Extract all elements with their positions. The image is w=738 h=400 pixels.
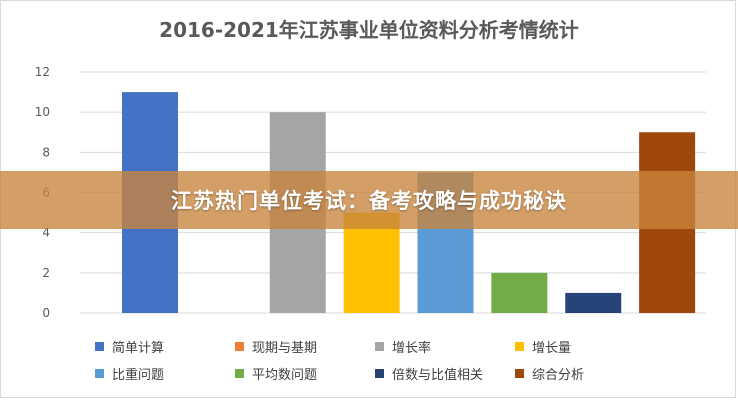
legend-swatch (375, 342, 384, 351)
legend-item: 增长量 (515, 337, 655, 356)
bar-6 (491, 272, 548, 313)
legend-swatch (515, 342, 524, 351)
legend-item: 综合分析 (515, 364, 655, 383)
legend-swatch (95, 369, 104, 378)
legend-label: 综合分析 (532, 368, 585, 383)
y-tick-label: 2 (42, 266, 50, 280)
y-tick-label: 0 (42, 306, 50, 320)
legend-item: 平均数问题 (235, 364, 375, 383)
legend-item: 现期与基期 (235, 337, 375, 356)
banner-text: 江苏热门单位考试：备考攻略与成功秘诀 (171, 189, 567, 213)
legend-swatch (95, 342, 104, 351)
legend-swatch (235, 369, 244, 378)
y-tick-label: 8 (42, 145, 50, 159)
y-tick-label: 12 (35, 65, 50, 79)
legend-label: 现期与基期 (252, 341, 318, 356)
legend-item: 比重问题 (95, 364, 235, 383)
legend-label: 平均数问题 (252, 368, 318, 383)
legend-swatch (375, 369, 384, 378)
bar-7 (565, 292, 622, 313)
legend-swatch (515, 369, 524, 378)
y-tick-label: 4 (42, 226, 50, 240)
legend-label: 倍数与比值相关 (392, 368, 484, 383)
legend-swatch (235, 342, 244, 351)
legend-item: 倍数与比值相关 (375, 364, 515, 383)
legend-label: 简单计算 (112, 341, 165, 356)
legend-label: 比重问题 (112, 368, 165, 383)
legend-item: 简单计算 (95, 337, 235, 356)
y-tick-label: 10 (35, 105, 50, 119)
overlay-banner: 江苏热门单位考试：备考攻略与成功秘诀 (0, 171, 738, 229)
bar-4 (343, 212, 400, 313)
legend-label: 增长量 (532, 341, 572, 356)
legend: 简单计算 现期与基期 增长率 增长量比重问题 平均数问题 倍数与比值相关 综合分析 (95, 337, 655, 383)
legend-label: 增长率 (392, 341, 432, 356)
chart-title: 2016-2021年江苏事业单位资料分析考情统计 (159, 18, 579, 42)
legend-item: 增长率 (375, 337, 515, 356)
